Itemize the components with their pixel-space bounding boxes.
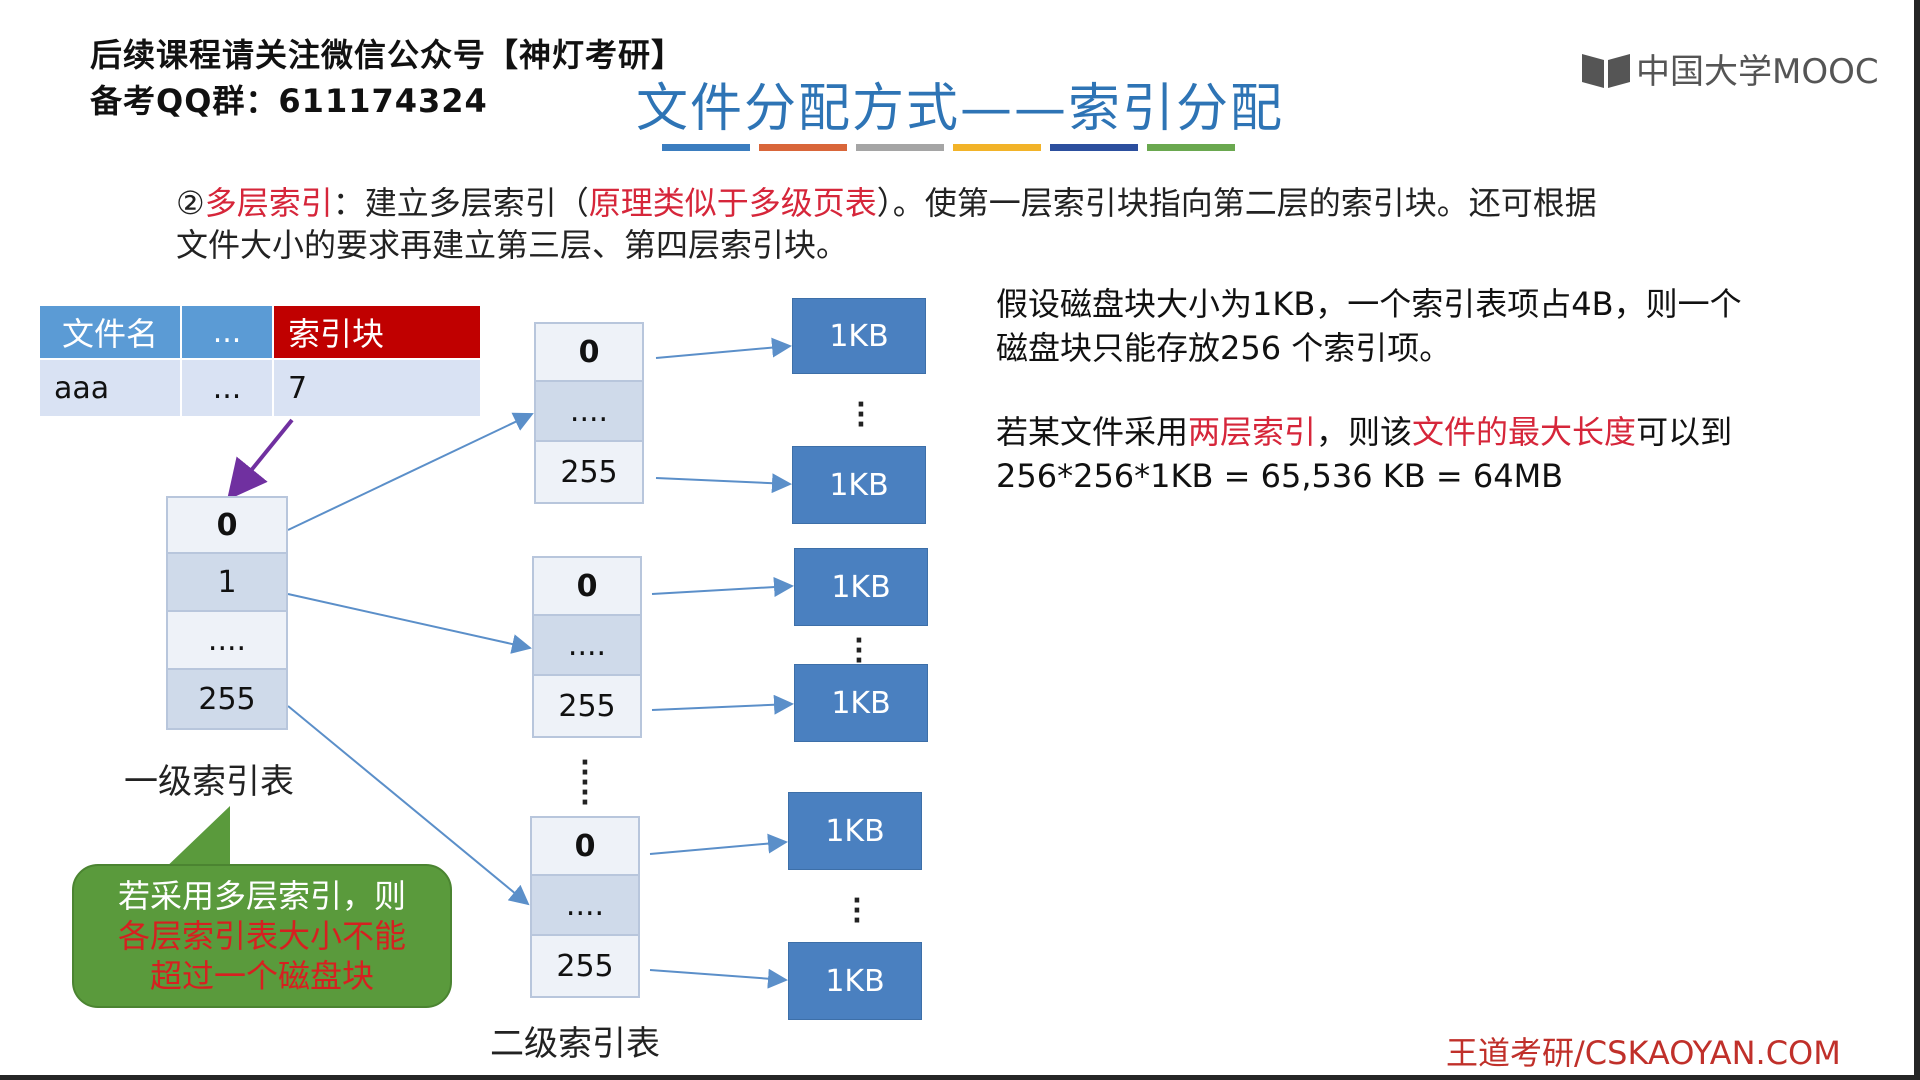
data-block: 1KB [792, 298, 926, 374]
title-bar-segment [662, 144, 750, 151]
max-length-text-b: ，则该 [1316, 413, 1413, 451]
data-block: 1KB [794, 548, 928, 626]
highlight-principle: 原理类似于多级页表 [588, 184, 877, 222]
intro-text-b: ）。使第一层索引块指向第二层的索引块。还可根据 [876, 184, 1597, 222]
dir-header-ellipsis: ... [182, 306, 272, 358]
level2b-cell-255: 255 [532, 676, 642, 738]
footer-brand: 王道考研/CSKAOYAN.COM [1446, 1034, 1841, 1072]
wechat-notice: 后续课程请关注微信公众号【神灯考研】 [90, 36, 685, 74]
level2-label: 二级索引表 [490, 1024, 660, 1064]
title-bar-segment [1147, 144, 1235, 151]
assumption-line-2: 磁盘块只能存放256 个索引项。 [996, 329, 1452, 367]
level1-cell-ellipsis: .... [166, 612, 288, 670]
intro-text-a: ：建立多层索引（ [332, 184, 589, 222]
dir-header-index-block: 索引块 [274, 306, 480, 358]
term-multilevel-index: 多层索引 [204, 184, 333, 222]
qq-group-notice: 备考QQ群：611174324 [90, 82, 488, 120]
max-length-text-a: 若某文件采用 [996, 413, 1189, 451]
intro-line-2: 文件大小的要求再建立第三层、第四层索引块。 [176, 226, 849, 264]
assumption-line-1: 假设磁盘块大小为1KB，一个索引表项占4B，则一个 [996, 285, 1742, 323]
dir-cell-ellipsis: ... [182, 360, 272, 416]
level2c-cell-ellipsis: .... [530, 876, 640, 936]
level1-cell-0: 0 [166, 496, 288, 554]
highlight-two-level: 两层索引 [1188, 413, 1317, 451]
data-block: 1KB [788, 942, 922, 1020]
data-block: 1KB [788, 792, 922, 870]
level1-cell-255: 255 [166, 670, 288, 730]
mooc-logo: 中国大学MOOC [1580, 44, 1879, 93]
vertical-ellipsis: · · · [852, 886, 862, 936]
page-title: 文件分配方式——索引分配 [636, 79, 1285, 139]
data-block: 1KB [794, 664, 928, 742]
level2c-cell-255: 255 [530, 936, 640, 998]
level1-label: 一级索引表 [124, 762, 294, 802]
title-bar-segment [953, 144, 1041, 151]
dir-cell-index-block: 7 [274, 360, 480, 416]
level1-cell-1: 1 [166, 554, 288, 612]
intro-line-1: ②多层索引：建立多层索引（原理类似于多级页表）。使第一层索引块指向第二层的索引块… [176, 182, 1597, 224]
dir-header-filename: 文件名 [40, 306, 180, 358]
vertical-ellipsis: · · · · · [580, 748, 590, 818]
highlight-max-length: 文件的最大长度 [1412, 413, 1637, 451]
item-number: ② [176, 184, 205, 222]
callout-line-3: 超过一个磁盘块 [149, 957, 374, 995]
max-length-formula: 256*256*1KB = 65,536 KB = 64MB [996, 457, 1564, 495]
title-bar-segment [759, 144, 847, 151]
level2a-cell-ellipsis: .... [534, 382, 644, 442]
book-icon [1582, 53, 1630, 88]
max-length-line-1: 若某文件采用两层索引，则该文件的最大长度可以到 [996, 410, 1732, 454]
vertical-ellipsis: · · · [854, 626, 864, 676]
level2b-cell-ellipsis: .... [532, 616, 642, 676]
dir-cell-filename: aaa [40, 360, 180, 416]
callout-box: 若采用多层索引，则 各层索引表大小不能 超过一个磁盘块 [72, 864, 452, 1008]
callout-line-1: 若采用多层索引，则 [117, 877, 406, 915]
logo-text: 中国大学MOOC [1636, 52, 1879, 92]
level2b-cell-0: 0 [532, 556, 642, 616]
pointer-arrow [226, 418, 294, 501]
title-bar-segment [856, 144, 944, 151]
title-bar-segment [1050, 144, 1138, 151]
callout-line-2: 各层索引表大小不能 [117, 917, 406, 955]
level2c-cell-0: 0 [530, 816, 640, 876]
max-length-text-c: 可以到 [1636, 413, 1733, 451]
level2a-cell-255: 255 [534, 442, 644, 504]
level2a-cell-0: 0 [534, 322, 644, 382]
vertical-ellipsis: · · · [856, 390, 866, 440]
data-block: 1KB [792, 446, 926, 524]
